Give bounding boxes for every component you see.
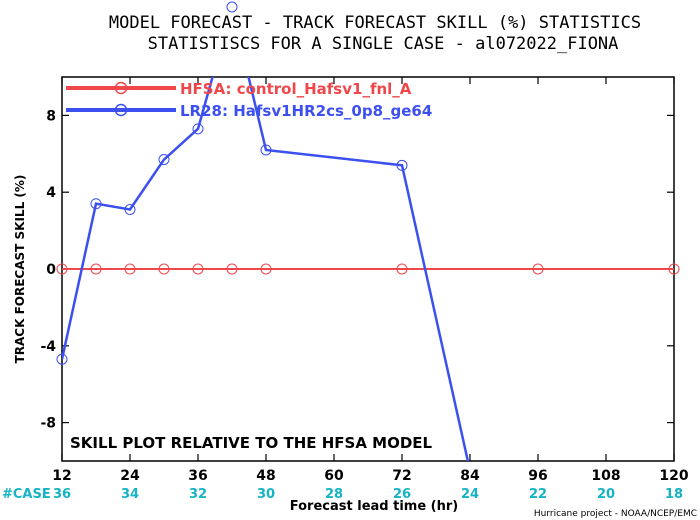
x-tick-label: 120 bbox=[659, 468, 688, 484]
y-tick-label: 8 bbox=[46, 108, 56, 124]
x-tick-label: 12 bbox=[52, 468, 71, 484]
case-count: 30 bbox=[257, 487, 275, 502]
x-tick-label: 48 bbox=[256, 468, 275, 484]
x-tick-label: 36 bbox=[188, 468, 207, 484]
case-label: #CASE bbox=[2, 487, 51, 502]
case-count-row: 36 34 32 30 28 26 24 22 20 18 bbox=[53, 487, 683, 502]
plot-annotation: SKILL PLOT RELATIVE TO THE HFSA MODEL bbox=[70, 434, 433, 452]
legend: HFSA: control_Hafsv1_fnl_A LR28: Hafsv1HR… bbox=[66, 80, 432, 120]
legend-label: LR28: Hafsv1HR2cs_0p8_ge64 bbox=[180, 102, 432, 120]
y-axis-ticks: 8 4 0 -4 -8 bbox=[40, 108, 674, 432]
x-tick-label: 60 bbox=[324, 468, 344, 484]
y-axis-label: TRACK FORECAST SKILL (%) bbox=[13, 175, 27, 364]
case-count: 36 bbox=[53, 487, 71, 502]
series-marker bbox=[124, 263, 136, 275]
chart-subtitle: STATISTISCS FOR A SINGLE CASE - al072022… bbox=[148, 34, 619, 54]
case-count: 22 bbox=[529, 487, 547, 502]
y-tick-label: 0 bbox=[46, 262, 56, 278]
legend-marker bbox=[114, 103, 128, 117]
case-count: 32 bbox=[189, 487, 207, 502]
series-marker bbox=[226, 1, 238, 13]
series-marker bbox=[90, 198, 102, 210]
series-marker bbox=[90, 263, 102, 275]
x-axis-ticks: 12 24 36 48 60 72 84 96 108 120 bbox=[52, 77, 689, 484]
series-marker bbox=[56, 263, 68, 275]
case-count: 28 bbox=[325, 487, 343, 502]
case-count: 26 bbox=[393, 487, 411, 502]
y-tick-label: -8 bbox=[40, 416, 56, 432]
y-tick-label: 4 bbox=[46, 185, 56, 201]
series-marker bbox=[158, 154, 170, 166]
x-tick-label: 24 bbox=[120, 468, 140, 484]
x-tick-label: 84 bbox=[460, 468, 480, 484]
series-marker bbox=[396, 159, 408, 171]
case-count: 18 bbox=[665, 487, 683, 502]
chart-title: MODEL FORECAST - TRACK FORECAST SKILL (%… bbox=[109, 13, 641, 33]
series-marker bbox=[192, 263, 204, 275]
series-marker bbox=[56, 353, 68, 365]
x-axis-label: Forecast lead time (hr) bbox=[290, 499, 458, 514]
series-marker bbox=[668, 263, 680, 275]
y-tick-label: -4 bbox=[40, 339, 56, 355]
series-marker bbox=[532, 263, 544, 275]
series-marker bbox=[158, 263, 170, 275]
series-marker bbox=[260, 263, 272, 275]
series-marker bbox=[124, 203, 136, 215]
series-layer bbox=[56, 1, 680, 461]
case-count: 24 bbox=[461, 487, 479, 502]
series-lines bbox=[62, 77, 674, 461]
x-tick-label: 108 bbox=[591, 468, 620, 484]
legend-label: HFSA: control_Hafsv1_fnl_A bbox=[180, 80, 412, 98]
case-count: 34 bbox=[121, 487, 139, 502]
x-tick-label: 96 bbox=[528, 468, 547, 484]
credit-text: Hurricane project - NOAA/NCEP/EMC bbox=[534, 509, 697, 519]
series-marker bbox=[396, 263, 408, 275]
series-marker bbox=[192, 123, 204, 135]
series-marker bbox=[226, 263, 238, 275]
legend-marker bbox=[114, 81, 128, 95]
case-count: 20 bbox=[597, 487, 615, 502]
series-line-2 bbox=[62, 77, 470, 461]
series-marker bbox=[260, 144, 272, 156]
x-tick-label: 72 bbox=[392, 468, 411, 484]
